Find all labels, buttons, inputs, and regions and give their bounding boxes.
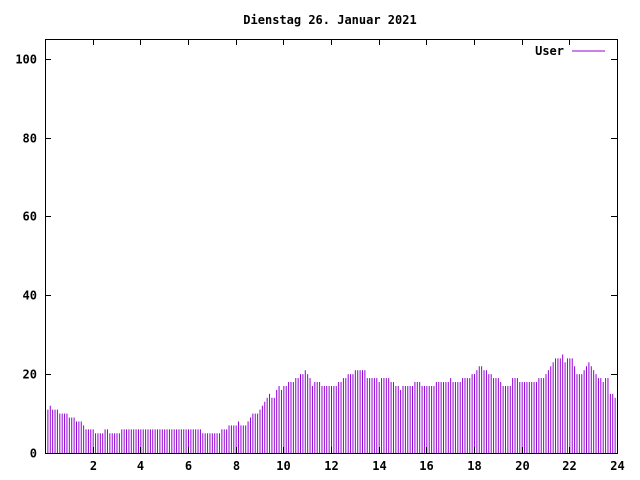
x-tick-label: 14 xyxy=(372,459,386,473)
x-tick-label: 18 xyxy=(467,459,481,473)
x-tick-label: 16 xyxy=(419,459,433,473)
x-tick-label: 22 xyxy=(562,459,576,473)
y-tick-label: 20 xyxy=(23,368,37,382)
chart-title: Dienstag 26. Januar 2021 xyxy=(243,13,416,27)
y-tick-label: 80 xyxy=(23,132,37,146)
bars-layer xyxy=(45,354,616,453)
x-tick-label: 8 xyxy=(233,459,240,473)
x-tick-label: 10 xyxy=(276,459,290,473)
x-tick-label: 6 xyxy=(185,459,192,473)
y-tick-label: 60 xyxy=(23,210,37,224)
x-tick-label: 4 xyxy=(137,459,144,473)
x-tick-label: 24 xyxy=(610,459,624,473)
legend-label: User xyxy=(535,44,564,58)
y-tick-label: 0 xyxy=(30,447,37,461)
x-tick-label: 20 xyxy=(515,459,529,473)
y-tick-label: 40 xyxy=(23,289,37,303)
x-tick-label: 12 xyxy=(324,459,338,473)
x-tick-label: 2 xyxy=(90,459,97,473)
legend: User xyxy=(535,44,605,58)
y-tick-label: 100 xyxy=(15,53,37,67)
